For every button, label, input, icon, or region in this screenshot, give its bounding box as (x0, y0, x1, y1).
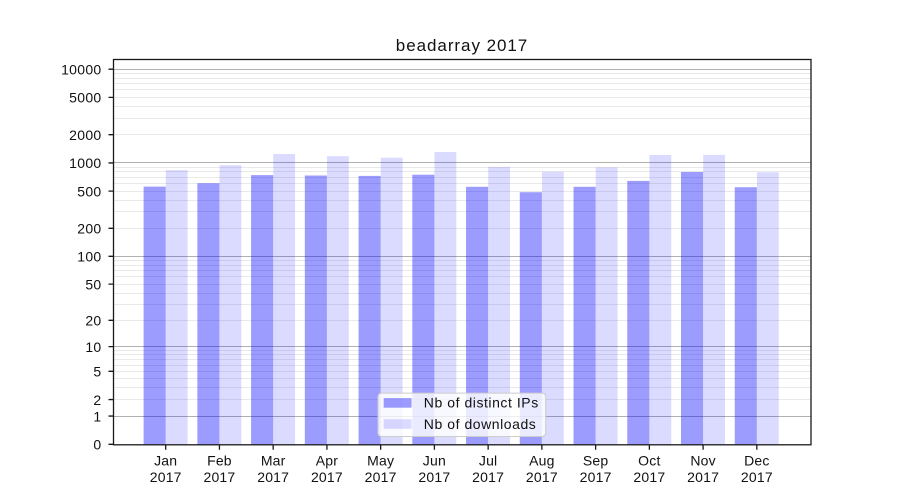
svg-text:2017: 2017 (526, 469, 558, 485)
svg-text:2017: 2017 (741, 469, 773, 485)
svg-text:May: May (367, 452, 394, 468)
svg-text:Jan: Jan (154, 452, 177, 468)
svg-text:Sep: Sep (583, 452, 609, 468)
svg-text:beadarray 2017: beadarray 2017 (396, 36, 528, 55)
svg-text:1000: 1000 (69, 155, 101, 171)
svg-text:50: 50 (85, 276, 101, 292)
svg-text:Jun: Jun (423, 452, 446, 468)
svg-text:2017: 2017 (687, 469, 719, 485)
svg-text:Oct: Oct (638, 452, 660, 468)
svg-text:100: 100 (77, 249, 101, 265)
svg-text:2017: 2017 (418, 469, 450, 485)
svg-text:Mar: Mar (261, 452, 286, 468)
svg-text:0: 0 (93, 437, 101, 453)
svg-text:2017: 2017 (365, 469, 397, 485)
svg-text:Nb of downloads: Nb of downloads (424, 416, 537, 432)
svg-text:Feb: Feb (207, 452, 232, 468)
svg-text:2: 2 (93, 392, 101, 408)
svg-text:5000: 5000 (69, 90, 101, 106)
svg-text:Aug: Aug (529, 452, 555, 468)
svg-text:2017: 2017 (633, 469, 665, 485)
svg-text:20: 20 (85, 313, 101, 329)
svg-text:2017: 2017 (311, 469, 343, 485)
svg-text:2017: 2017 (257, 469, 289, 485)
svg-text:2000: 2000 (69, 127, 101, 143)
svg-text:2017: 2017 (580, 469, 612, 485)
svg-text:10000: 10000 (61, 61, 101, 77)
svg-text:Nov: Nov (690, 452, 716, 468)
svg-text:200: 200 (77, 221, 101, 237)
svg-text:2017: 2017 (472, 469, 504, 485)
svg-text:2017: 2017 (203, 469, 235, 485)
svg-text:Apr: Apr (316, 452, 339, 468)
svg-text:5: 5 (93, 364, 101, 380)
svg-text:1: 1 (93, 408, 101, 424)
svg-text:10: 10 (85, 339, 101, 355)
svg-text:Dec: Dec (744, 452, 770, 468)
svg-text:Nb of distinct IPs: Nb of distinct IPs (424, 395, 539, 411)
svg-text:Jul: Jul (479, 452, 498, 468)
svg-text:500: 500 (77, 183, 101, 199)
svg-text:2017: 2017 (150, 469, 182, 485)
